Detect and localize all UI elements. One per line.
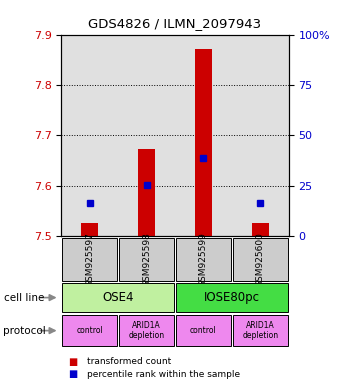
Text: GSM925597: GSM925597 [85,232,94,287]
Text: ARID1A
depletion: ARID1A depletion [128,321,164,340]
Bar [176,315,231,346]
Text: IOSE80pc: IOSE80pc [204,291,260,304]
Text: GSM925598: GSM925598 [142,232,151,287]
Text: control: control [76,326,103,335]
Bar [252,223,269,236]
Text: ■: ■ [68,357,77,367]
Bar [62,315,117,346]
Bar [81,223,98,236]
Text: transformed count: transformed count [88,357,172,366]
Bar [176,283,288,312]
Text: cell line: cell line [4,293,44,303]
Text: GSM925600: GSM925600 [256,232,265,287]
Text: percentile rank within the sample: percentile rank within the sample [88,370,241,379]
Text: ARID1A
depletion: ARID1A depletion [242,321,278,340]
Text: GSM925599: GSM925599 [199,232,208,287]
Bar [119,238,174,281]
Text: ■: ■ [68,369,77,379]
Bar [62,283,174,312]
Bar [176,238,231,281]
Text: control: control [190,326,217,335]
Bar [195,49,212,236]
Text: GDS4826 / ILMN_2097943: GDS4826 / ILMN_2097943 [89,17,261,30]
Bar [62,238,117,281]
Bar [119,315,174,346]
Bar [138,149,155,236]
Bar [233,238,288,281]
Text: OSE4: OSE4 [102,291,134,304]
Text: protocol: protocol [4,326,46,336]
Bar [233,315,288,346]
